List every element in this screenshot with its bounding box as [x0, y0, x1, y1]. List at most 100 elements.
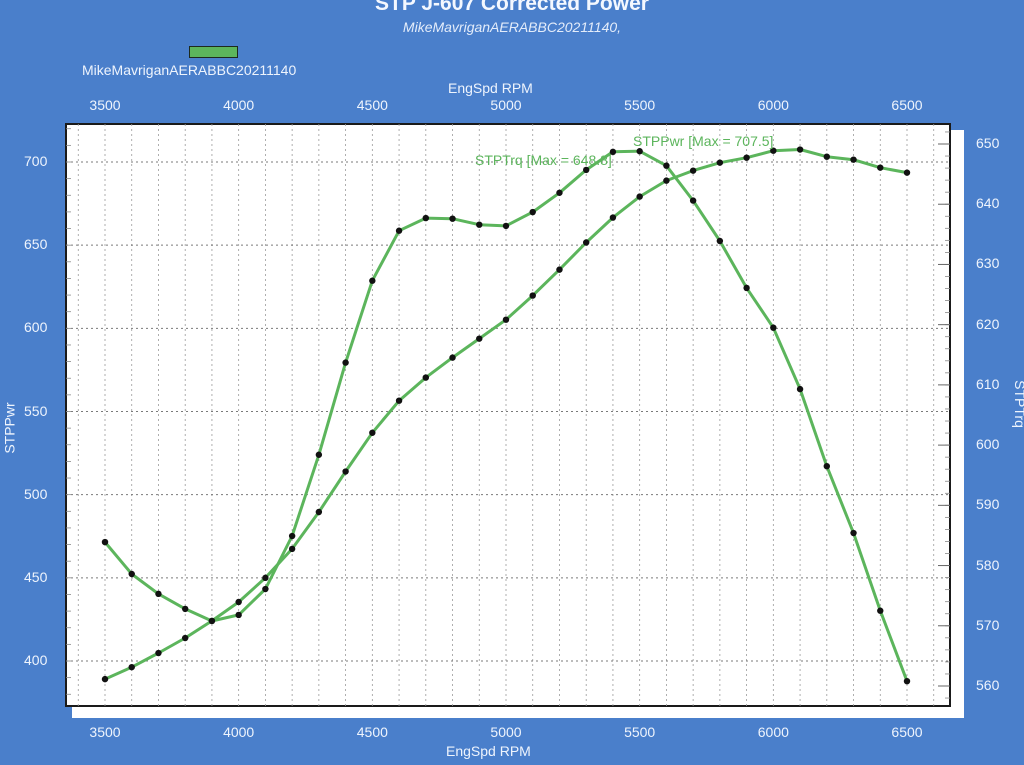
data-point [502, 316, 510, 323]
data-point [369, 277, 376, 284]
y-left-tick: 550 [24, 402, 48, 419]
data-point [262, 585, 269, 593]
data-point [101, 675, 109, 683]
y-right-tick: 600 [976, 436, 1000, 453]
x-axis-title-bottom: EngSpd RPM [446, 743, 531, 759]
data-point [476, 221, 483, 228]
data-point [796, 146, 804, 153]
y-right-tick: 650 [976, 135, 1000, 151]
data-point [583, 239, 590, 246]
data-point [235, 598, 242, 606]
data-point [716, 237, 724, 245]
y-left-tick: 400 [24, 652, 48, 668]
data-point [449, 215, 456, 222]
data-point [449, 354, 456, 361]
data-point [770, 324, 777, 331]
data-point [369, 429, 376, 436]
data-point [342, 359, 349, 366]
data-point [182, 634, 189, 642]
data-point [315, 451, 323, 458]
x-tick-bottom: 3500 [89, 724, 121, 740]
legend-swatch [189, 46, 238, 58]
grid-lines [66, 124, 950, 706]
data-point [235, 611, 242, 619]
data-point [823, 153, 830, 160]
data-point [422, 214, 429, 222]
data-point [529, 208, 536, 216]
x-tick-top: 5000 [490, 97, 522, 113]
data-point [529, 292, 536, 299]
data-point [556, 189, 563, 196]
data-point [288, 545, 296, 553]
chart-subtitle: MikeMavriganAERABBC20211140, [402, 19, 622, 35]
y-right-tick: 590 [976, 496, 1000, 513]
data-point [128, 570, 135, 578]
data-point [422, 374, 429, 381]
data-point [770, 147, 777, 154]
data-point [288, 532, 296, 540]
y-left-tick: 450 [24, 568, 48, 585]
data-point [636, 148, 643, 155]
data-point [877, 164, 884, 171]
data-point [743, 284, 750, 292]
x-tick-top: 3500 [89, 97, 121, 113]
data-point [128, 663, 135, 671]
torque-max-annotation: STPTrq [Max = 648.8] [475, 152, 612, 168]
data-point [850, 156, 857, 163]
data-point [315, 508, 323, 516]
data-point [395, 397, 403, 404]
data-point [609, 148, 617, 156]
y-right-tick: 580 [976, 556, 1000, 573]
data-point [583, 166, 590, 174]
data-point [101, 538, 109, 546]
data-point [155, 649, 162, 657]
data-point [155, 590, 162, 598]
data-point [796, 385, 804, 393]
data-point [395, 227, 403, 234]
data-point [823, 462, 830, 470]
data-point [716, 159, 724, 166]
x-tick-bottom: 6000 [757, 724, 789, 740]
y-right-tick: 570 [976, 616, 1000, 633]
x-tick-top: 6000 [757, 97, 789, 113]
y-left-tick: 600 [24, 319, 48, 336]
data-point [609, 214, 617, 221]
data-point [556, 266, 563, 273]
x-axis-title-top: EngSpd RPM [448, 80, 533, 96]
data-point [689, 167, 697, 174]
legend-label: MikeMavriganAERABBC20211140 [82, 62, 297, 78]
data-point [877, 607, 884, 614]
y-left-tick: 650 [24, 236, 48, 253]
y-right-tick: 640 [976, 195, 1000, 212]
data-point [636, 193, 643, 200]
power-max-annotation: STPPwr [Max = 707.5] [633, 133, 773, 149]
y-right-tick: 610 [976, 375, 1000, 392]
data-point [850, 529, 857, 537]
x-tick-bottom: 4500 [356, 724, 388, 740]
x-tick-top: 4500 [356, 97, 388, 113]
data-point [476, 335, 483, 342]
data-point [342, 468, 349, 475]
data-point [502, 222, 510, 230]
data-point [743, 154, 750, 161]
data-point [689, 197, 697, 204]
chart-title: STP J-607 Corrected Power [375, 0, 649, 15]
data-point [208, 617, 216, 625]
y-right-tick: 560 [976, 677, 1000, 693]
x-tick-bottom: 5500 [624, 724, 656, 740]
data-markers [101, 146, 911, 685]
x-tick-top: 5500 [624, 97, 656, 113]
plot-frame [65, 123, 951, 707]
y-left-tick: 700 [24, 153, 48, 169]
data-point [182, 605, 189, 613]
x-tick-bottom: 6500 [891, 724, 923, 740]
y-right-tick: 620 [976, 315, 1000, 332]
data-point [903, 677, 911, 685]
data-point [903, 169, 911, 176]
y-right-tick: 630 [976, 255, 1000, 272]
y-left-tick: 500 [24, 485, 48, 502]
data-point [262, 574, 269, 582]
x-tick-top: 6500 [891, 97, 923, 113]
x-tick-bottom: 4000 [223, 724, 255, 740]
x-tick-top: 4000 [223, 97, 255, 113]
